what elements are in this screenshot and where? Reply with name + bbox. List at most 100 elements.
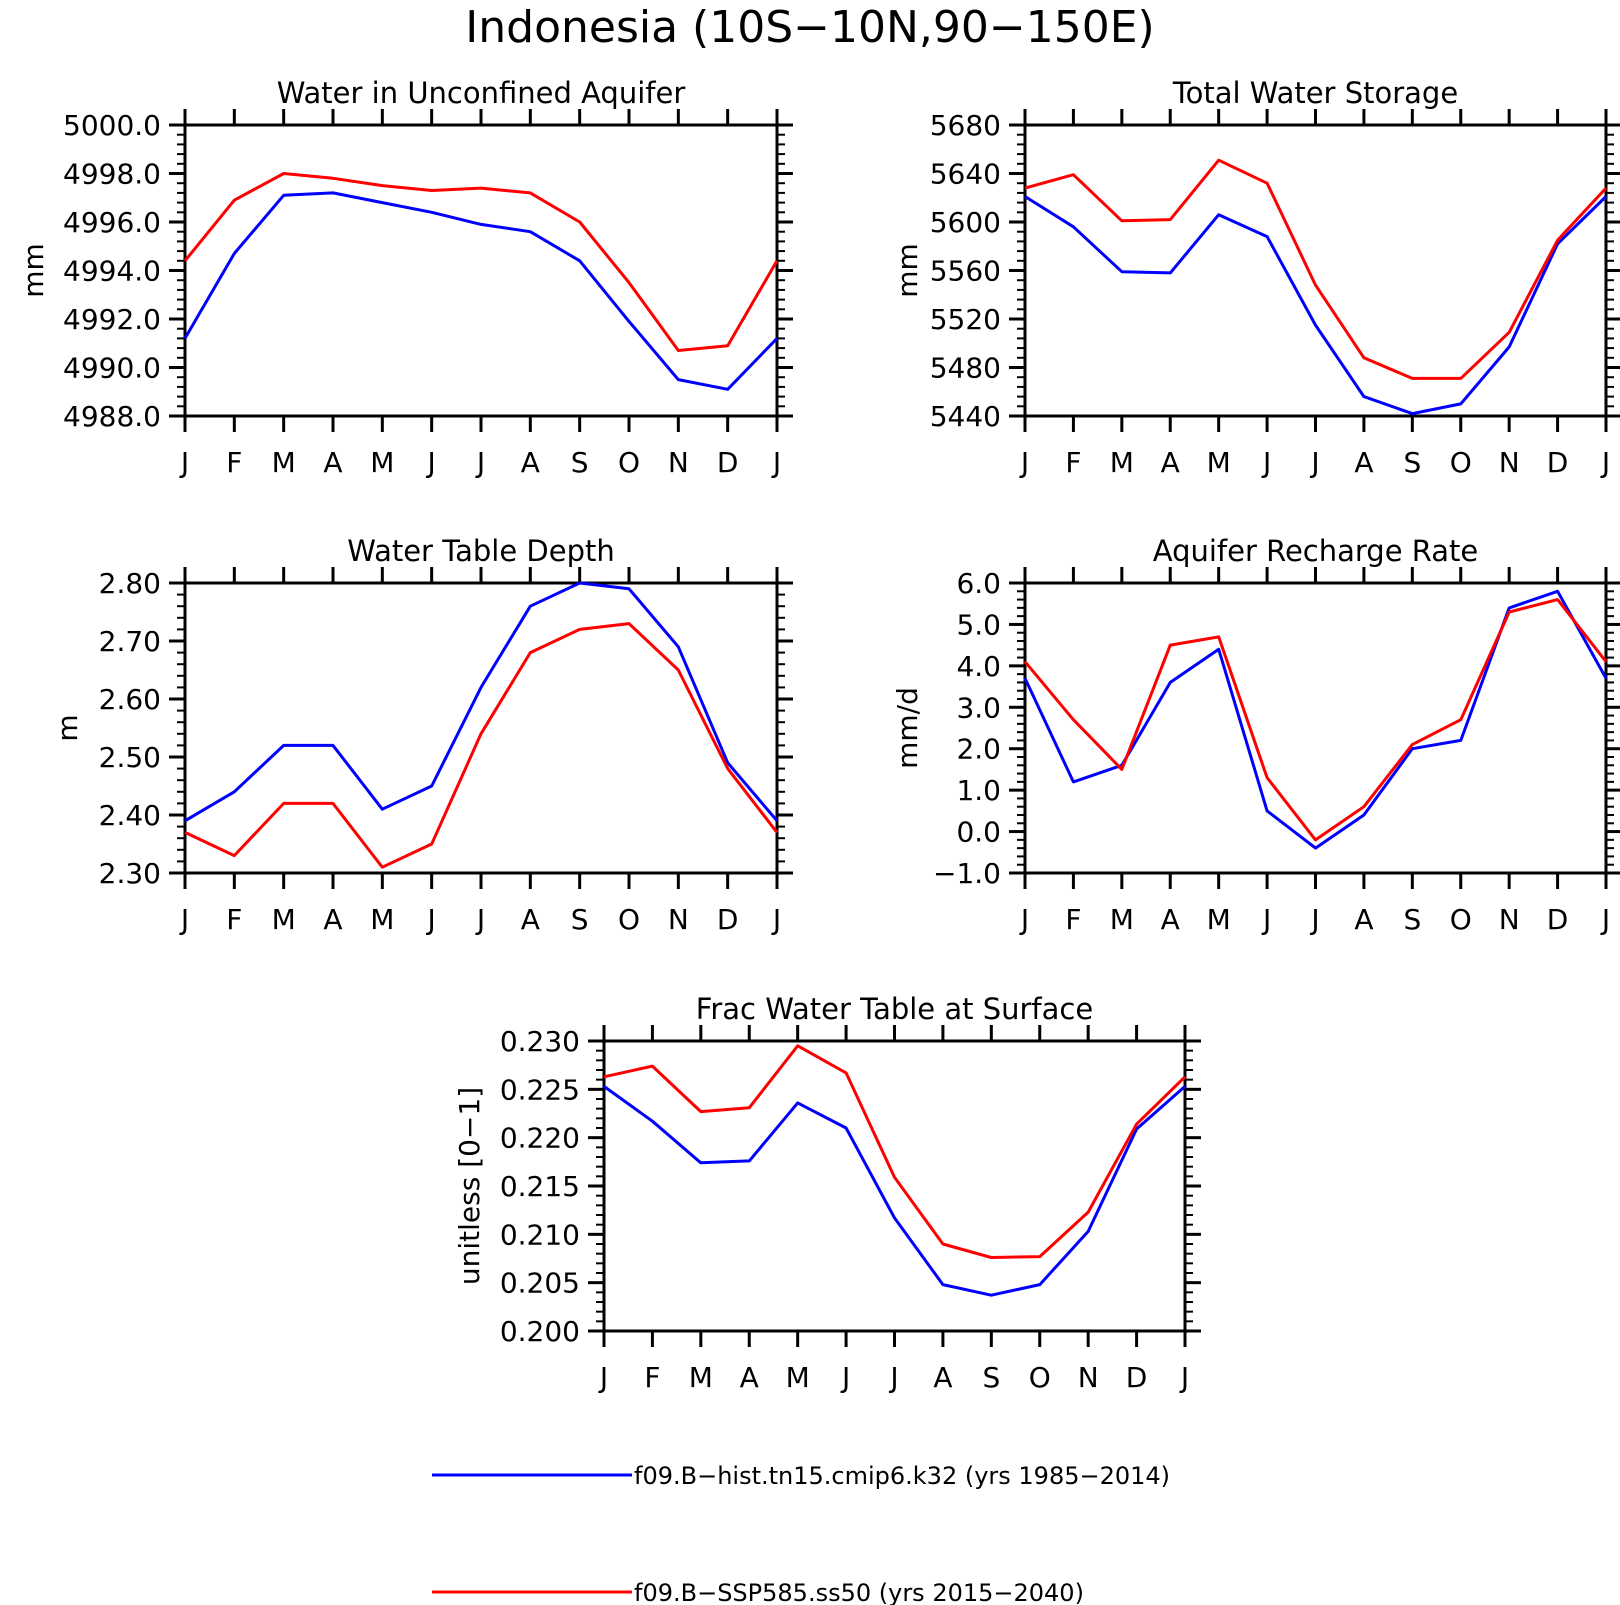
y-tick-label: 0.225 — [500, 1073, 580, 1106]
x-tick-label: F — [1065, 446, 1081, 479]
legend-entry-1: f09.B−hist.tn15.cmip6.k32 (yrs 1985−2014… — [432, 1462, 1170, 1490]
x-tick-label: J — [179, 903, 189, 936]
panels: J F M A M J J A S O N D J4988.04990.04992.04994.0499… — [17, 76, 1620, 1394]
panel-5: J F M A M J J A S O N D J0.2000.2050.2100.2150.2200.… — [453, 992, 1201, 1394]
x-tick-label: N — [1078, 1361, 1099, 1394]
y-tick-label: 5.0 — [956, 608, 1001, 641]
panel-4: J F M A M J J A S O N D J−1.00.01.02.03.04.05.06.0Aq… — [891, 534, 1620, 936]
plot-frame — [1023, 123, 1608, 418]
series-line-2 — [603, 1044, 1187, 1259]
y-tick-label: 0.210 — [500, 1218, 580, 1251]
x-tick-label: A — [521, 446, 540, 479]
y-tick-label: 5600 — [930, 206, 1001, 239]
y-axis-label: mm — [891, 243, 924, 298]
x-tick-label: J — [1261, 446, 1271, 479]
x-tick-label: O — [1029, 1361, 1051, 1394]
y-tick-label: 4992.0 — [63, 303, 161, 336]
x-tick-label: M — [370, 446, 394, 479]
plot-frame — [183, 123, 779, 418]
x-tick-label: A — [1354, 903, 1373, 936]
x-tick-label: J — [475, 446, 485, 479]
y-tick-label: 4990.0 — [63, 352, 161, 385]
x-tick-label: J — [179, 446, 189, 479]
y-tick-label: 0.0 — [956, 816, 1001, 849]
x-tick-label: F — [226, 446, 242, 479]
legend-entry-2: f09.B−SSP585.ss50 (yrs 2015−2040) — [432, 1579, 1084, 1605]
plot-frame — [183, 581, 779, 875]
y-tick-label: 6.0 — [956, 567, 1001, 600]
x-tick-label: F — [1065, 903, 1081, 936]
y-tick-label: 2.0 — [956, 733, 1001, 766]
y-tick-label: 4994.0 — [63, 255, 161, 288]
x-tick-label: F — [644, 1361, 660, 1394]
x-tick-label: S — [1403, 903, 1421, 936]
series-line-2 — [1024, 158, 1608, 380]
x-tick-label: J — [598, 1361, 608, 1394]
x-tick-label: J — [888, 1361, 898, 1394]
y-axis-label: mm/d — [891, 687, 924, 769]
x-tick-label: J — [1600, 446, 1610, 479]
x-tick-label: S — [1403, 446, 1421, 479]
y-axis-label: mm — [17, 243, 50, 298]
legend-label: f09.B−SSP585.ss50 (yrs 2015−2040) — [634, 1579, 1084, 1605]
y-tick-label: 3.0 — [956, 691, 1001, 724]
y-axis-label: m — [51, 714, 84, 741]
x-tick-label: O — [618, 903, 640, 936]
series-line-1 — [183, 191, 779, 391]
x-tick-label: J — [1261, 903, 1271, 936]
x-tick-label: O — [1450, 903, 1472, 936]
x-tick-label: A — [1161, 903, 1180, 936]
y-axis-label: unitless [0−1] — [453, 1087, 486, 1285]
series-line-1 — [184, 581, 779, 823]
x-tick-label: D — [717, 446, 739, 479]
y-tick-label: 5560 — [930, 255, 1001, 288]
y-tick-label: 5680 — [930, 109, 1001, 142]
x-tick-label: J — [1309, 903, 1319, 936]
y-tick-label: 2.60 — [99, 683, 161, 716]
y-tick-label: 5520 — [930, 303, 1001, 336]
x-tick-label: J — [771, 446, 781, 479]
x-tick-label: J — [771, 903, 781, 936]
series-line-1 — [603, 1085, 1186, 1297]
y-tick-label: 2.80 — [99, 567, 161, 600]
x-tick-label: A — [323, 446, 342, 479]
x-tick-label: S — [571, 903, 589, 936]
panel-title: Water in Unconfined Aquifer — [277, 76, 686, 110]
x-tick-label: A — [1354, 446, 1373, 479]
x-tick-label: M — [1110, 903, 1134, 936]
plot-frame — [1023, 581, 1608, 875]
x-tick-label: S — [982, 1361, 1000, 1394]
x-tick-label: J — [475, 903, 485, 936]
y-tick-label: 5480 — [930, 352, 1001, 385]
y-tick-label: 2.70 — [99, 625, 161, 658]
x-tick-label: A — [323, 903, 342, 936]
x-tick-label: J — [426, 446, 436, 479]
x-tick-label: F — [226, 903, 242, 936]
series-line-2 — [183, 172, 779, 352]
y-tick-label: 5440 — [930, 400, 1001, 433]
x-tick-label: S — [571, 446, 589, 479]
legend-label: f09.B−hist.tn15.cmip6.k32 (yrs 1985−2014… — [634, 1462, 1170, 1490]
panel-title: Total Water Storage — [1172, 76, 1458, 110]
x-tick-label: A — [521, 903, 540, 936]
panel-3: J F M A M J J A S O N D J2.302.402.502.602.702.80Wat… — [51, 534, 793, 936]
legend: f09.B−hist.tn15.cmip6.k32 (yrs 1985−2014… — [432, 1462, 1170, 1605]
x-tick-label: D — [1547, 903, 1569, 936]
x-tick-label: A — [740, 1361, 759, 1394]
panel-title: Water Table Depth — [347, 534, 615, 568]
y-tick-label: 4.0 — [956, 650, 1001, 683]
x-tick-label: D — [1547, 446, 1569, 479]
x-tick-label: J — [840, 1361, 850, 1394]
y-tick-label: 2.40 — [99, 799, 161, 832]
x-tick-label: N — [668, 903, 689, 936]
y-tick-label: 2.30 — [99, 857, 161, 890]
x-tick-label: J — [1309, 446, 1319, 479]
x-tick-label: D — [1126, 1361, 1148, 1394]
x-tick-label: A — [933, 1361, 952, 1394]
y-tick-label: 2.50 — [99, 741, 161, 774]
x-tick-label: J — [426, 903, 436, 936]
y-tick-label: 1.0 — [956, 774, 1001, 807]
x-tick-label: M — [370, 903, 394, 936]
x-tick-label: D — [717, 903, 739, 936]
